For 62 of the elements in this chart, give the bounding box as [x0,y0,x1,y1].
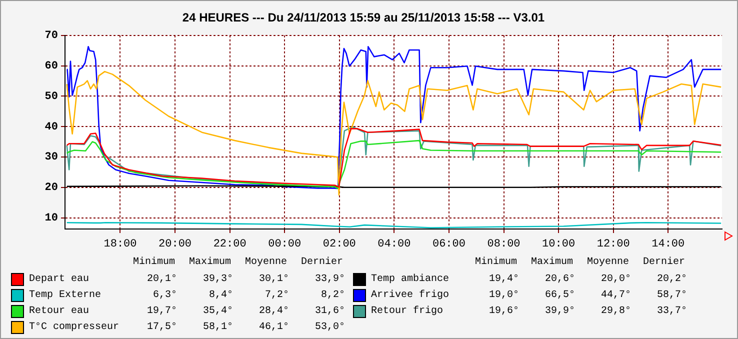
text: 20,0° [600,274,631,284]
text: 7,2° [264,290,289,300]
legend-label: Arrivee frigo [371,290,450,300]
legend-label: Retour frigo [371,306,444,316]
y-tick-label: 10 [44,212,58,225]
text: Minimum [132,257,175,270]
x-tick-label: 08:00 [487,238,520,251]
text: Maximum [530,257,573,268]
text: 28,4° [258,306,289,316]
text: 29,8° [600,306,631,316]
text: Moyenne [244,257,287,270]
text: 8,4° [208,290,233,300]
x-tick-label: 00:00 [268,238,302,251]
text: 30,1° [258,274,289,284]
text: 6,3° [152,290,177,300]
text: Dernier [300,257,343,270]
legend-label: T°C compresseur [29,322,120,332]
x-tick-label: 02:00 [322,238,356,251]
y-tick-label: 70 [44,30,58,42]
x-tick-label: 20:00 [158,238,192,251]
text: 8,2° [320,290,345,300]
text: Minimum [474,257,517,268]
text: Maximum [188,257,231,270]
text: 19,6° [488,306,519,316]
text: 39,9° [544,306,575,316]
x-tick-label: 10:00 [542,238,576,251]
legend-label: Temp ambiance [371,274,450,284]
text: 19,7° [146,306,177,316]
text: 20,2° [656,274,687,284]
x-tick-label: 22:00 [213,238,246,251]
text: 35,4° [202,306,233,316]
text: 19,4° [488,274,519,284]
text: 44,7° [600,290,631,300]
y-tick-label: 30 [44,152,58,164]
chart-title: 24 HEURES --- Du 24/11/2013 15:59 au 25/11/2013 15:58 --- V3.01 [182,10,545,25]
x-tick-label: 12:00 [596,238,630,251]
y-tick-label: 50 [44,90,58,103]
x-tick-label: 04:00 [378,238,411,251]
text: Dernier [642,257,685,268]
text: 31,6° [314,306,345,316]
text: 39,3° [202,274,233,284]
text: 46,1° [258,322,289,332]
legend-label: Retour eau [29,306,90,316]
text: 17,5° [146,322,177,332]
text: 33,7° [656,306,687,316]
text: 33,9° [314,274,345,284]
text: 58,7° [656,290,687,300]
x-tick-label: 14:00 [652,238,685,251]
text: 19,0° [488,290,519,300]
text: 58,1° [202,322,233,332]
legend-label: Temp Externe [29,290,102,300]
y-tick-label: 20 [44,182,58,194]
text: 20,1° [146,274,177,284]
y-tick-label: 40 [44,121,58,134]
text: 66,5° [544,290,575,300]
x-tick-label: 06:00 [432,238,466,251]
legend-label: Depart eau [29,274,90,284]
text: Moyenne [586,257,629,268]
x-tick-label: 18:00 [104,238,137,251]
text: 53,0° [314,322,345,332]
text: 20,6° [544,274,575,284]
y-tick-label: 60 [44,60,58,73]
